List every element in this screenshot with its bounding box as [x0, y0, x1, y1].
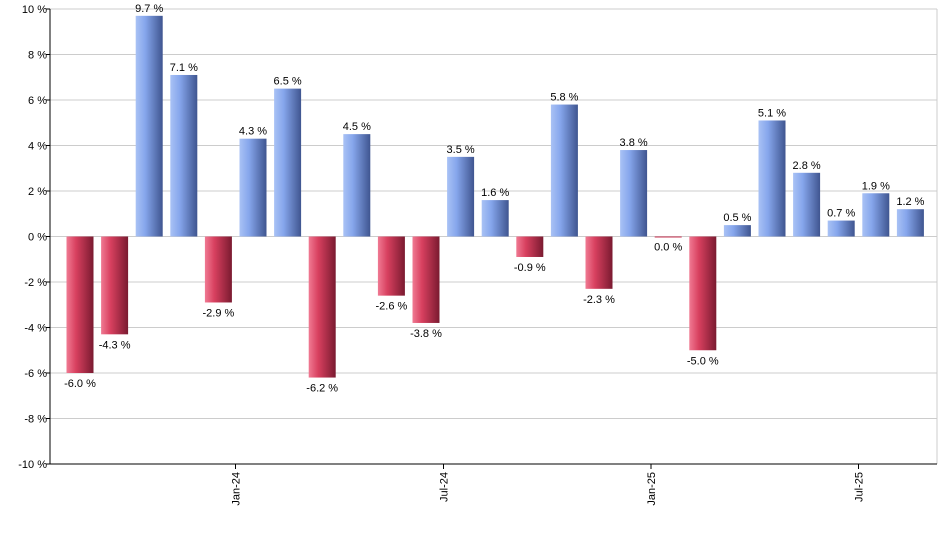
y-tick-label: 0 % [28, 232, 47, 244]
value-labels: -6.0 % -4.3 % 9.7 % 7.1 % -2.9 % 4.3 % 6.5 % -6… [64, 3, 925, 395]
bar [170, 74, 198, 237]
bar [758, 120, 786, 237]
bar [654, 236, 682, 238]
data-label: 2.8 % [793, 160, 821, 172]
data-label: 5.8 % [550, 92, 578, 104]
bar [101, 236, 129, 335]
y-tick-label: 10 % [22, 4, 47, 16]
data-label: 7.1 % [170, 62, 198, 74]
data-label: -4.3 % [99, 339, 131, 351]
bar [66, 236, 94, 373]
x-tick-label: Jul-24 [438, 472, 450, 502]
bar [550, 104, 578, 237]
y-tick-label: -10 % [18, 459, 47, 471]
data-label: 0.7 % [827, 208, 855, 220]
bar [793, 172, 821, 237]
data-label: 3.8 % [620, 137, 648, 149]
x-tick-label: Jul-25 [854, 472, 866, 502]
x-tick-label: Jan-25 [646, 472, 658, 506]
y-tick-label: -8 % [24, 414, 47, 426]
bar [343, 134, 371, 237]
y-tick-label: 6 % [28, 95, 47, 107]
bar [516, 236, 544, 257]
y-tick-label: 4 % [28, 141, 47, 153]
data-label: 1.2 % [896, 196, 924, 208]
y-tick-label: -4 % [24, 323, 47, 335]
bar [896, 209, 924, 237]
data-label: -6.2 % [306, 383, 338, 395]
bar [585, 236, 613, 289]
data-label: -6.0 % [64, 378, 96, 390]
data-label: -2.6 % [376, 301, 408, 313]
bars [66, 15, 924, 378]
data-label: 0.0 % [654, 242, 682, 254]
data-label: 3.5 % [447, 144, 475, 156]
y-tick-label: 2 % [28, 186, 47, 198]
bar [308, 236, 336, 378]
x-tick-label: Jan-24 [231, 472, 243, 506]
data-label: 1.6 % [481, 187, 509, 199]
data-label: -2.9 % [203, 307, 235, 319]
bar [412, 236, 440, 323]
bar [274, 88, 302, 237]
data-label: -0.9 % [514, 262, 546, 274]
bar [862, 193, 890, 237]
y-tick-label: -2 % [24, 277, 47, 289]
data-label: 1.9 % [862, 180, 890, 192]
data-label: -2.3 % [583, 294, 615, 306]
data-label: 6.5 % [274, 76, 302, 88]
bar [447, 156, 475, 237]
bar [827, 220, 855, 237]
data-label: -3.8 % [410, 328, 442, 340]
axes: 10 % 8 % 6 % 4 % 2 % 0 % -2 % -4 % -6 % -8 % -10 %… [18, 4, 937, 506]
data-label: 4.3 % [239, 126, 267, 138]
bar [689, 236, 717, 351]
data-label: 0.5 % [723, 212, 751, 224]
bar [204, 236, 232, 303]
data-label: 4.5 % [343, 121, 371, 133]
data-label: 5.1 % [758, 107, 786, 119]
bar [723, 225, 751, 237]
bar [377, 236, 405, 296]
bar [239, 138, 267, 237]
y-tick-label: 8 % [28, 50, 47, 62]
y-tick-label: -6 % [24, 368, 47, 380]
data-label: 9.7 % [135, 3, 163, 15]
bar [135, 15, 163, 237]
data-label: -5.0 % [687, 355, 719, 367]
bar [620, 150, 648, 237]
bar [481, 200, 509, 237]
